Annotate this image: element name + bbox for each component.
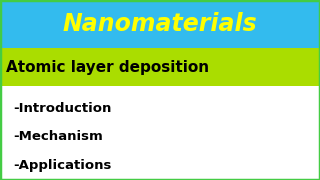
- Text: -Applications: -Applications: [13, 159, 111, 172]
- Text: Atomic layer deposition: Atomic layer deposition: [6, 60, 210, 75]
- Bar: [0, 48, 320, 86]
- Text: -Mechanism: -Mechanism: [13, 130, 102, 143]
- Text: -Introduction: -Introduction: [13, 102, 111, 114]
- Bar: [0, 0, 320, 48]
- Text: Nanomaterials: Nanomaterials: [63, 12, 257, 36]
